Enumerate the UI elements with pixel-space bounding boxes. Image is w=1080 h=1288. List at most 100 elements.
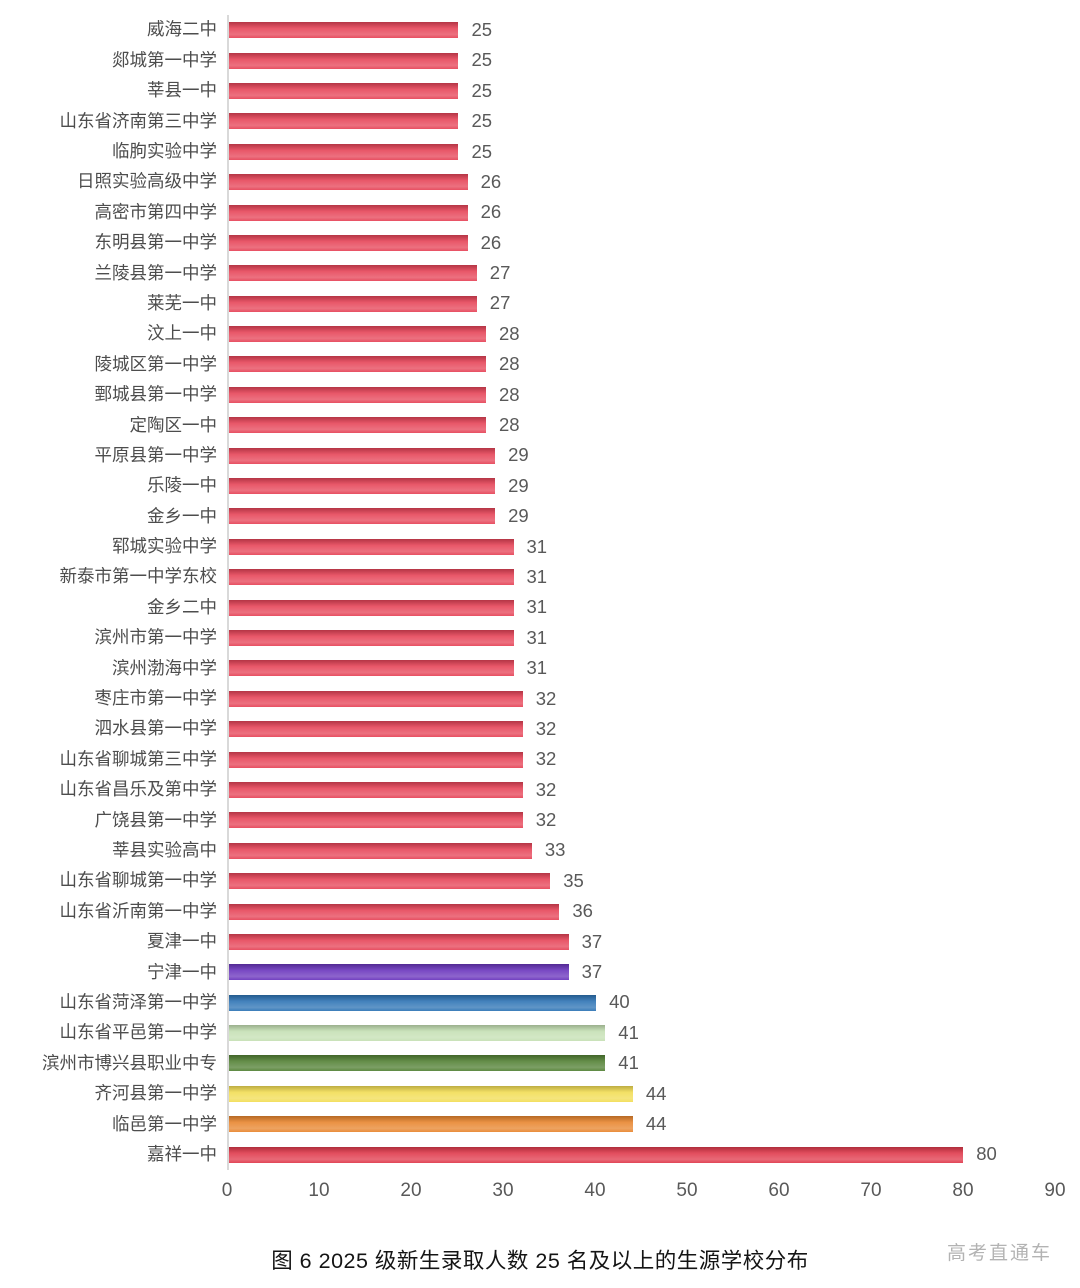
value-label: 37 bbox=[581, 961, 603, 983]
plot-area: 26 bbox=[227, 166, 1055, 198]
category-label: 山东省菏泽第一中学 bbox=[59, 991, 218, 1012]
x-axis-tick: 70 bbox=[860, 1179, 882, 1201]
category-label: 山东省济南第三中学 bbox=[59, 110, 218, 131]
plot-area: 80 bbox=[227, 1139, 1055, 1170]
bar bbox=[229, 295, 477, 312]
value-label: 25 bbox=[471, 140, 493, 162]
category-label: 临邑第一中学 bbox=[112, 1113, 217, 1134]
chart-row: 齐河县第一中学 44 bbox=[0, 1078, 1080, 1110]
bar bbox=[229, 356, 486, 373]
chart-row: 莱芜一中 27 bbox=[0, 288, 1080, 319]
category-label: 平原县第一中学 bbox=[94, 444, 218, 465]
plot-area: 26 bbox=[227, 197, 1055, 228]
value-label: 26 bbox=[480, 201, 502, 223]
category-label: 山东省聊城第三中学 bbox=[59, 748, 218, 769]
bar bbox=[229, 478, 496, 495]
category-label: 日照实验高级中学 bbox=[77, 171, 217, 192]
value-label: 26 bbox=[480, 170, 502, 192]
bar bbox=[229, 417, 486, 434]
x-axis-tick: 60 bbox=[768, 1179, 790, 1201]
value-label: 27 bbox=[489, 262, 511, 284]
chart-row: 临朐实验中学 25 bbox=[0, 136, 1080, 167]
plot-area: 32 bbox=[227, 805, 1055, 836]
bar bbox=[229, 52, 459, 69]
plot-area: 27 bbox=[227, 258, 1055, 289]
category-label: 夏津一中 bbox=[147, 931, 217, 952]
plot-area: 44 bbox=[227, 1078, 1055, 1110]
bar bbox=[229, 933, 569, 950]
value-label: 32 bbox=[535, 809, 557, 831]
plot-area: 35 bbox=[227, 865, 1055, 897]
x-axis-tick: 50 bbox=[676, 1179, 698, 1201]
category-label: 滨州市第一中学 bbox=[94, 627, 218, 648]
bar bbox=[229, 660, 514, 677]
category-label: 郓城实验中学 bbox=[112, 536, 217, 557]
value-label: 31 bbox=[526, 596, 548, 618]
value-label: 40 bbox=[609, 991, 630, 1013]
bar-chart: 威海二中 25 郯城第一中学 25 莘县一中 25 山东省济南第三中学 25 临朐实验中学 25 日… bbox=[0, 15, 1080, 1204]
bar bbox=[229, 113, 459, 130]
chart-row: 汶上一中 28 bbox=[0, 318, 1080, 350]
chart-row: 泗水县第一中学 32 bbox=[0, 713, 1080, 745]
bar bbox=[229, 903, 560, 920]
x-axis-tick: 90 bbox=[1044, 1179, 1066, 1201]
plot-area: 26 bbox=[227, 227, 1055, 259]
category-label: 山东省平邑第一中学 bbox=[59, 1022, 218, 1043]
plot-area: 28 bbox=[227, 410, 1055, 441]
x-axis-tick: 40 bbox=[584, 1179, 606, 1201]
value-label: 29 bbox=[508, 474, 529, 496]
value-label: 32 bbox=[535, 748, 557, 770]
chart-row: 莘县实验高中 33 bbox=[0, 835, 1080, 866]
chart-row: 山东省平邑第一中学 41 bbox=[0, 1017, 1080, 1049]
chart-row: 滨州市第一中学 31 bbox=[0, 622, 1080, 654]
plot-area: 32 bbox=[227, 683, 1055, 714]
bar bbox=[229, 204, 468, 221]
chart-row: 临邑第一中学 44 bbox=[0, 1109, 1080, 1140]
category-label: 乐陵一中 bbox=[147, 475, 217, 496]
plot-area: 29 bbox=[227, 501, 1055, 532]
value-label: 28 bbox=[498, 353, 520, 375]
plot-area: 41 bbox=[227, 1048, 1055, 1079]
plot-area: 32 bbox=[227, 744, 1055, 775]
bar bbox=[229, 569, 514, 586]
x-axis-tick: 10 bbox=[308, 1179, 330, 1201]
category-label: 金乡二中 bbox=[147, 596, 217, 617]
bar bbox=[229, 1055, 606, 1072]
plot-area: 33 bbox=[227, 835, 1055, 866]
bar bbox=[229, 994, 597, 1011]
chart-row: 新泰市第一中学东校 31 bbox=[0, 562, 1080, 593]
category-label: 威海二中 bbox=[147, 19, 217, 40]
value-label: 31 bbox=[526, 535, 548, 557]
category-label: 莘县实验高中 bbox=[112, 839, 217, 860]
x-axis-tick: 20 bbox=[400, 1179, 422, 1201]
plot-area: 31 bbox=[227, 531, 1055, 563]
category-label: 莱芜一中 bbox=[147, 292, 217, 313]
plot-area: 31 bbox=[227, 592, 1055, 623]
chart-row: 东明县第一中学 26 bbox=[0, 227, 1080, 259]
chart-row: 宁津一中 37 bbox=[0, 957, 1080, 988]
plot-area: 25 bbox=[227, 15, 1055, 46]
category-label: 滨州市博兴县职业中专 bbox=[42, 1052, 217, 1073]
chart-row: 山东省济南第三中学 25 bbox=[0, 106, 1080, 137]
value-label: 44 bbox=[645, 1113, 667, 1134]
plot-area: 31 bbox=[227, 653, 1055, 684]
chart-row: 平原县第一中学 29 bbox=[0, 440, 1080, 471]
chart-row: 威海二中 25 bbox=[0, 15, 1080, 46]
chart-row: 山东省聊城第三中学 32 bbox=[0, 744, 1080, 775]
category-label: 金乡一中 bbox=[147, 505, 217, 526]
plot-area: 32 bbox=[227, 774, 1055, 806]
chart-row: 郯城第一中学 25 bbox=[0, 45, 1080, 76]
bar bbox=[229, 82, 459, 99]
plot-area: 28 bbox=[227, 349, 1055, 380]
chart-row: 定陶区一中 28 bbox=[0, 410, 1080, 441]
category-label: 滨州渤海中学 bbox=[112, 657, 217, 678]
chart-row: 夏津一中 37 bbox=[0, 926, 1080, 958]
category-label: 郯城第一中学 bbox=[112, 49, 217, 70]
x-axis: 0 10 20 30 40 50 60 70 80 90 bbox=[222, 1170, 1066, 1204]
bar bbox=[229, 326, 486, 343]
category-label: 汶上一中 bbox=[147, 323, 217, 344]
value-label: 25 bbox=[471, 79, 493, 101]
value-label: 36 bbox=[572, 900, 593, 922]
value-label: 80 bbox=[976, 1143, 997, 1165]
category-label: 嘉祥一中 bbox=[147, 1143, 217, 1164]
